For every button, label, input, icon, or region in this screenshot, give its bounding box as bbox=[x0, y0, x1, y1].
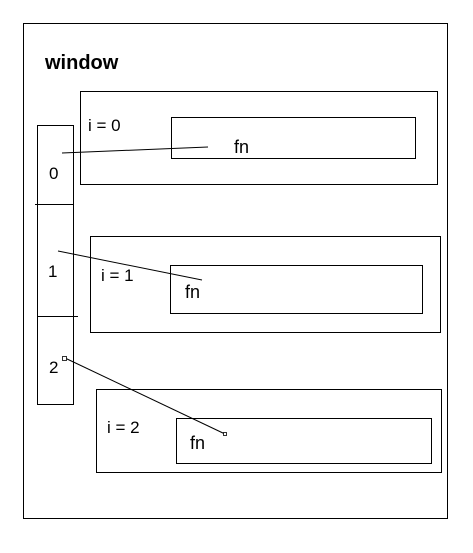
reference-line-0 bbox=[61, 146, 209, 154]
scope-box-1: i = 1 fn bbox=[90, 236, 441, 333]
scope-label-1: i = 1 bbox=[101, 266, 134, 285]
array-frame bbox=[37, 125, 74, 405]
line-handle-end bbox=[223, 432, 227, 436]
scope-box-2: i = 2 fn bbox=[96, 389, 442, 473]
scope-frame-1 bbox=[90, 236, 441, 333]
fn-box-1 bbox=[170, 265, 423, 314]
scope-frame-0 bbox=[80, 91, 438, 185]
reference-line-2 bbox=[64, 357, 226, 435]
line-handle-start bbox=[62, 356, 67, 361]
fn-box-2 bbox=[176, 418, 432, 464]
scope-frame-2 bbox=[96, 389, 442, 473]
array-cell-2: 2 bbox=[49, 358, 58, 377]
fn-label-1: fn bbox=[185, 282, 200, 302]
fn-label-2: fn bbox=[190, 433, 205, 453]
scope-label-2: i = 2 bbox=[107, 418, 140, 437]
fn-label-0: fn bbox=[234, 137, 249, 157]
array-column: 0 1 2 bbox=[35, 125, 78, 405]
reference-line-1 bbox=[57, 250, 203, 281]
window-frame bbox=[23, 23, 448, 519]
array-cell-0: 0 bbox=[49, 164, 58, 183]
fn-box-0 bbox=[171, 117, 416, 159]
array-cell-1: 1 bbox=[48, 262, 57, 281]
window-title: window bbox=[44, 52, 119, 74]
scope-box-0: i = 0 fn bbox=[80, 91, 438, 185]
scope-label-0: i = 0 bbox=[88, 116, 121, 135]
